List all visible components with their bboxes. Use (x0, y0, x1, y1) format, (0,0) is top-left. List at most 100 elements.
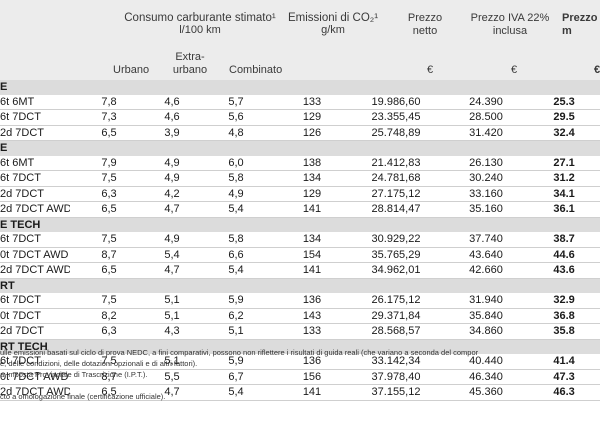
cell-iva: 30.240 (444, 170, 528, 187)
cell-co2: 154 (276, 247, 348, 263)
cell-comb: 5,6 (196, 109, 276, 126)
cell-model: 6t 7DCT (0, 232, 70, 248)
cell-netto: 19.986,60 (348, 94, 444, 110)
euro-netto: € (427, 64, 434, 76)
cell-co2: 141 (276, 201, 348, 218)
cell-iva: 31.420 (444, 125, 528, 141)
cell-model: 6t 7DCT (0, 354, 70, 370)
cell-comb: 6,0 (196, 155, 276, 171)
footnote-line (0, 380, 600, 391)
sub-combinato: Combinato (229, 64, 283, 76)
cell-comb: 5,9 (196, 293, 276, 309)
cell-comb: 4,8 (196, 125, 276, 141)
cell-netto: 21.412,83 (348, 155, 444, 171)
cell-urb: 6,3 (70, 186, 148, 202)
cell-urb: 7,5 (70, 170, 148, 187)
cell-mdm: 32.9 (528, 293, 600, 309)
cell-iva: 28.500 (444, 109, 528, 126)
table-row: 2d 7DCT AWD 6,5 4,7 5,4 141 28.814,47 35.160 36… (0, 201, 600, 218)
cell-mdm: 31.2 (528, 170, 600, 187)
cell-urb: 8,7 (70, 369, 148, 385)
table-row: 6t 7DCT 7,5 5,1 5,9 136 26.175,12 31.940 32.9 (0, 293, 600, 309)
cell-urb: 6,5 (70, 201, 148, 218)
cell-comb: 6,6 (196, 247, 276, 263)
table-row: 2d 7DCT 6,5 3,9 4,8 126 25.748,89 31.420 32.4 (0, 125, 600, 141)
cell-urb: 7,8 (70, 94, 148, 110)
cell-netto: 25.748,89 (348, 125, 444, 141)
footnote-line: ulle emissioni basati sul ciclo di prova… (0, 348, 479, 357)
cell-co2: 134 (276, 232, 348, 248)
cell-model: 0t 7DCT AWD (0, 247, 70, 263)
cell-netto: 28.814,47 (348, 201, 444, 218)
cell-iva: 40.440 (444, 354, 528, 370)
cell-netto: 37.155,12 (348, 384, 444, 401)
cell-comb: 6,7 (196, 369, 276, 385)
price-table: E 6t 6MT 7,8 4,6 5,7 133 19.986,60 24.390 25.3 6t… (0, 80, 600, 401)
cell-urb: 7,3 (70, 109, 148, 126)
cell-netto: 30.929,22 (348, 232, 444, 248)
cell-iva: 24.390 (444, 94, 528, 110)
cell-urb: 7,5 (70, 354, 148, 370)
cell-comb: 6,2 (196, 308, 276, 324)
cell-netto: 28.568,57 (348, 323, 444, 340)
cell-extra: 4,7 (148, 384, 196, 401)
footnote-line: a Imposta Provinciale di Trascrizione (I… (0, 370, 148, 379)
consumo-title: Consumo carburante stimato¹ (124, 12, 276, 24)
section-title: RT (0, 278, 600, 293)
cell-netto: 27.175,12 (348, 186, 444, 202)
cell-co2: 138 (276, 155, 348, 171)
section-title: RT TECH (0, 339, 600, 354)
footnotes: ulle emissioni basati sul ciclo di prova… (0, 347, 600, 402)
cell-comb: 5,9 (196, 354, 276, 370)
cell-mdm: 27.1 (528, 155, 600, 171)
emissioni-title: Emissioni di CO₂¹ (288, 12, 379, 24)
cell-extra: 5,1 (148, 354, 196, 370)
cell-extra: 4,7 (148, 201, 196, 218)
cell-mdm: 41.4 (528, 354, 600, 370)
cell-iva: 26.130 (444, 155, 528, 171)
cell-co2: 129 (276, 109, 348, 126)
cell-iva: 46.340 (444, 369, 528, 385)
cell-model: 2d 7DCT (0, 323, 70, 340)
cell-iva: 37.740 (444, 232, 528, 248)
cell-model: 6t 7DCT (0, 109, 70, 126)
cell-urb: 7,5 (70, 293, 148, 309)
table-row: 2d 7DCT 6,3 4,2 4,9 129 27.175,12 33.160 34.1 (0, 186, 600, 202)
euro-iva: € (511, 64, 518, 76)
sub-urbano: Urbano (113, 64, 150, 76)
cell-mdm: 34.1 (528, 186, 600, 202)
section-header: E TECH (0, 217, 600, 232)
section-header: RT TECH (0, 339, 600, 354)
emissioni-unit: g/km (321, 24, 345, 36)
cell-extra: 3,9 (148, 125, 196, 141)
cell-extra: 4,3 (148, 323, 196, 340)
cell-mdm: 38.7 (528, 232, 600, 248)
cell-urb: 6,5 (70, 384, 148, 401)
cell-extra: 4,2 (148, 186, 196, 202)
cell-co2: 141 (276, 384, 348, 401)
cell-mdm: 44.6 (528, 247, 600, 263)
cell-extra: 4,9 (148, 170, 196, 187)
cell-netto: 29.371,84 (348, 308, 444, 324)
table-row: 2d 7DCT AWD**6,54,75,414137.155,1245.360… (0, 384, 600, 401)
cell-model: 2d 7DCT (0, 186, 70, 202)
cell-extra: 5,5 (148, 369, 196, 385)
section-title: E TECH (0, 217, 600, 232)
prezzo-netto-title: Prezzo netto (407, 12, 443, 37)
cell-co2: 134 (276, 170, 348, 187)
table-row: 6t 6MT 7,8 4,6 5,7 133 19.986,60 24.390 25.3 (0, 94, 600, 110)
cell-urb: 7,9 (70, 155, 148, 171)
table-row: 6t 6MT 7,9 4,9 6,0 138 21.412,83 26.130 27.1 (0, 155, 600, 171)
cell-mdm: 43.6 (528, 262, 600, 279)
cell-extra: 4,9 (148, 232, 196, 248)
cell-mdm: 46.3 (528, 384, 600, 401)
euro-mdm: € (594, 64, 600, 76)
consumo-unit: l/100 km (179, 24, 221, 36)
cell-iva: 43.640 (444, 247, 528, 263)
cell-netto: 24.781,68 (348, 170, 444, 187)
cell-extra: 5,1 (148, 293, 196, 309)
cell-model: 2d 7DCT AWD (0, 201, 70, 218)
cell-co2: 133 (276, 323, 348, 340)
cell-model: 6t 6MT (0, 94, 70, 110)
cell-urb: 8,2 (70, 308, 148, 324)
